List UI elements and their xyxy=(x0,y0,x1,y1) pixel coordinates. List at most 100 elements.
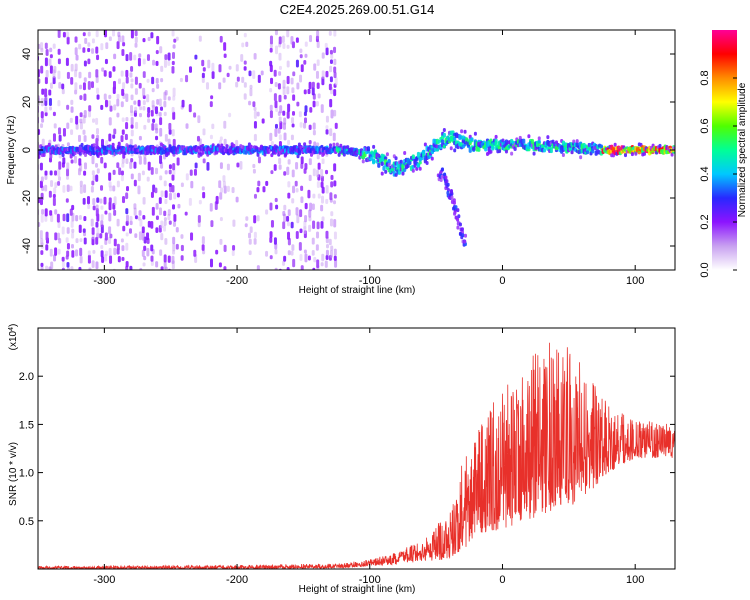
noise-cell xyxy=(316,259,320,269)
noise-cell xyxy=(138,135,142,141)
noise-cell xyxy=(113,128,117,135)
noise-cell xyxy=(287,250,291,256)
noise-cell xyxy=(209,203,213,212)
noise-cell xyxy=(287,103,291,113)
noise-cell xyxy=(202,249,206,255)
noise-cell xyxy=(152,118,156,124)
noise-cell xyxy=(228,65,232,70)
ridge-halo-cell xyxy=(546,135,550,140)
noise-cell xyxy=(71,250,75,258)
noise-cell xyxy=(304,105,308,113)
noise-cell xyxy=(201,186,205,191)
noise-cell xyxy=(173,38,177,43)
noise-cell xyxy=(142,37,146,43)
noise-cell xyxy=(91,170,95,176)
noise-cell xyxy=(87,47,91,53)
noise-cell xyxy=(333,109,337,117)
noise-cell xyxy=(231,250,235,256)
noise-cell xyxy=(235,196,239,203)
noise-cell xyxy=(333,30,337,37)
noise-cell xyxy=(125,54,129,62)
noise-cell xyxy=(44,174,48,181)
noise-cell xyxy=(134,76,138,85)
noise-cell xyxy=(146,94,150,103)
noise-cell xyxy=(96,227,100,235)
noise-cell xyxy=(283,255,287,262)
snr-panel: -300 -200 -100 0 100 0.5 1.0 1.5 2.0 Height of … xyxy=(8,324,676,595)
noise-cell xyxy=(96,134,100,142)
noise-cell xyxy=(96,87,100,95)
noise-cell xyxy=(286,221,290,227)
noise-cell xyxy=(274,248,278,255)
noise-cell xyxy=(330,181,334,188)
noise-cell xyxy=(141,249,145,257)
noise-cell xyxy=(83,170,87,176)
noise-cell xyxy=(312,220,316,230)
noise-cell xyxy=(223,266,227,270)
noise-cell xyxy=(241,42,245,48)
noise-cell xyxy=(129,72,133,78)
noise-cell xyxy=(215,195,219,205)
noise-cell xyxy=(112,30,116,37)
noise-cell xyxy=(291,244,295,251)
noise-cell xyxy=(66,213,70,223)
noise-cell xyxy=(155,135,159,141)
noise-cell xyxy=(134,233,138,239)
noise-cell xyxy=(39,198,43,206)
ridge-halo-cell xyxy=(642,151,646,156)
noise-cell xyxy=(188,103,192,113)
noise-cell xyxy=(295,59,299,68)
noise-cell xyxy=(95,236,99,245)
noise-cell xyxy=(292,258,296,268)
y-tick-label: -20 xyxy=(21,190,33,206)
noise-cell xyxy=(143,245,147,252)
noise-cell xyxy=(83,60,87,67)
noise-cell xyxy=(66,242,70,250)
noise-cell xyxy=(194,162,198,169)
noise-cell xyxy=(147,118,151,123)
noise-cell xyxy=(163,210,167,217)
noise-cell xyxy=(121,117,125,123)
noise-cell xyxy=(65,237,69,243)
noise-cell xyxy=(219,136,223,141)
noise-cell xyxy=(38,43,41,49)
noise-cell xyxy=(211,123,215,130)
tail-cell xyxy=(444,175,448,180)
noise-cell xyxy=(274,243,278,250)
noise-cell xyxy=(218,82,222,90)
noise-cell xyxy=(58,127,62,135)
noise-cell xyxy=(95,117,99,125)
noise-cell xyxy=(159,127,163,137)
noise-cell xyxy=(52,193,56,199)
noise-cell xyxy=(57,70,61,80)
noise-cell xyxy=(121,88,125,96)
noise-cell xyxy=(163,100,167,108)
noise-cell xyxy=(134,88,138,95)
ridge-cell xyxy=(201,149,205,155)
ridge-cell xyxy=(372,158,376,165)
noise-cell xyxy=(134,42,138,48)
noise-cell xyxy=(279,105,283,114)
noise-cell xyxy=(270,140,274,147)
noise-cell xyxy=(108,212,112,222)
noise-cell xyxy=(134,36,138,44)
noise-cell xyxy=(321,52,325,59)
noise-cell xyxy=(311,250,315,256)
noise-cell xyxy=(155,167,159,175)
noise-cell xyxy=(278,157,282,165)
noise-cell xyxy=(41,88,45,95)
noise-cell xyxy=(172,221,176,227)
ridge-halo-cell xyxy=(225,144,229,149)
noise-cell xyxy=(299,209,303,218)
noise-cell xyxy=(128,228,132,234)
y-tick-label: 0.5 xyxy=(19,516,34,528)
noise-cell xyxy=(222,175,226,182)
noise-cell xyxy=(304,253,308,263)
noise-cell xyxy=(75,115,79,125)
noise-cell xyxy=(78,215,82,220)
noise-cell xyxy=(91,38,95,44)
noise-cell xyxy=(109,233,113,239)
noise-cell xyxy=(125,192,129,200)
noise-cell xyxy=(75,54,79,61)
noise-cell xyxy=(40,237,44,246)
